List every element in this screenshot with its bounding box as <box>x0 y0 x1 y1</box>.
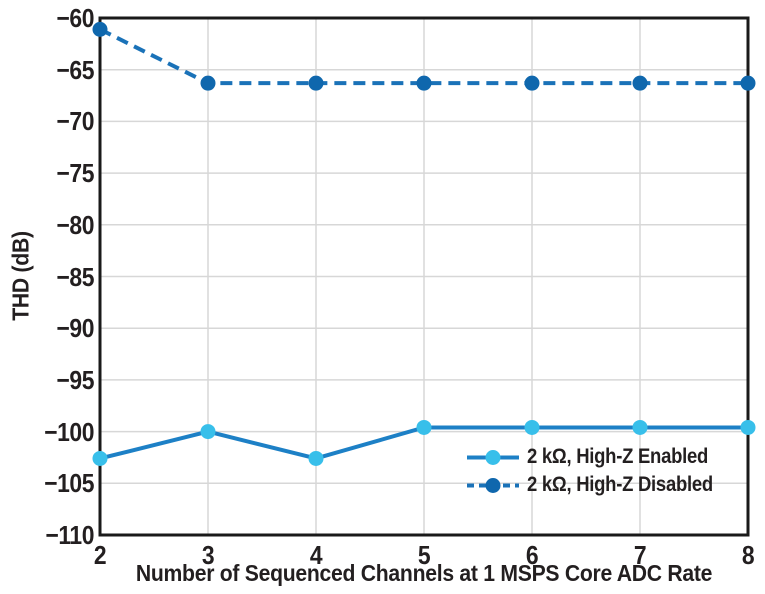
legend-sample-enabled-icon <box>467 449 519 465</box>
y-tick-label: −70 <box>56 106 95 137</box>
x-tick-label: 3 <box>201 540 215 570</box>
legend-item-highz-disabled: 2 kΩ, High-Z Disabled <box>466 471 738 499</box>
y-tick-label: −100 <box>44 416 94 447</box>
legend-item-highz-enabled: 2 kΩ, High-Z Enabled <box>466 443 738 471</box>
data-point-marker <box>632 419 648 435</box>
x-axis-title: Number of Sequenced Channels at 1 MSPS C… <box>135 560 713 586</box>
data-point-marker <box>524 75 540 91</box>
legend: 2 kΩ, High-Z Enabled 2 kΩ, High-Z Disabl… <box>466 443 738 499</box>
y-tick-label: −65 <box>56 54 95 85</box>
data-point-marker <box>416 75 432 91</box>
x-tick-label: 5 <box>417 540 431 570</box>
data-point-marker <box>416 419 432 435</box>
data-point-marker <box>308 450 324 466</box>
y-tick-label: −90 <box>56 313 95 344</box>
data-point-marker <box>632 75 648 91</box>
legend-sample-disabled-icon <box>467 477 519 493</box>
legend-label-enabled: 2 kΩ, High-Z Enabled <box>527 445 709 468</box>
axis-frame <box>98 16 750 537</box>
x-tick-label: 2 <box>93 540 107 570</box>
data-point-marker <box>740 75 756 91</box>
x-tick-label: 8 <box>741 540 755 570</box>
y-tick-label: −95 <box>56 364 95 395</box>
y-tick-label: −105 <box>44 468 94 499</box>
y-tick-label: −75 <box>56 158 95 189</box>
data-point-marker <box>200 424 216 440</box>
data-point-marker <box>200 75 216 91</box>
x-tick-label: 7 <box>633 540 647 570</box>
y-tick-label: −110 <box>45 520 94 550</box>
x-tick-label: 4 <box>309 540 323 570</box>
data-point-marker <box>308 75 324 91</box>
y-tick-label: −60 <box>56 3 95 33</box>
data-point-marker <box>524 419 540 435</box>
x-tick-label: 6 <box>525 540 539 570</box>
y-tick-label: −85 <box>56 261 95 292</box>
legend-label-disabled: 2 kΩ, High-Z Disabled <box>527 473 713 496</box>
y-tick-label: −80 <box>56 209 95 240</box>
data-point-marker <box>740 419 756 435</box>
data-point-marker <box>92 21 108 37</box>
data-point-marker <box>92 450 108 466</box>
